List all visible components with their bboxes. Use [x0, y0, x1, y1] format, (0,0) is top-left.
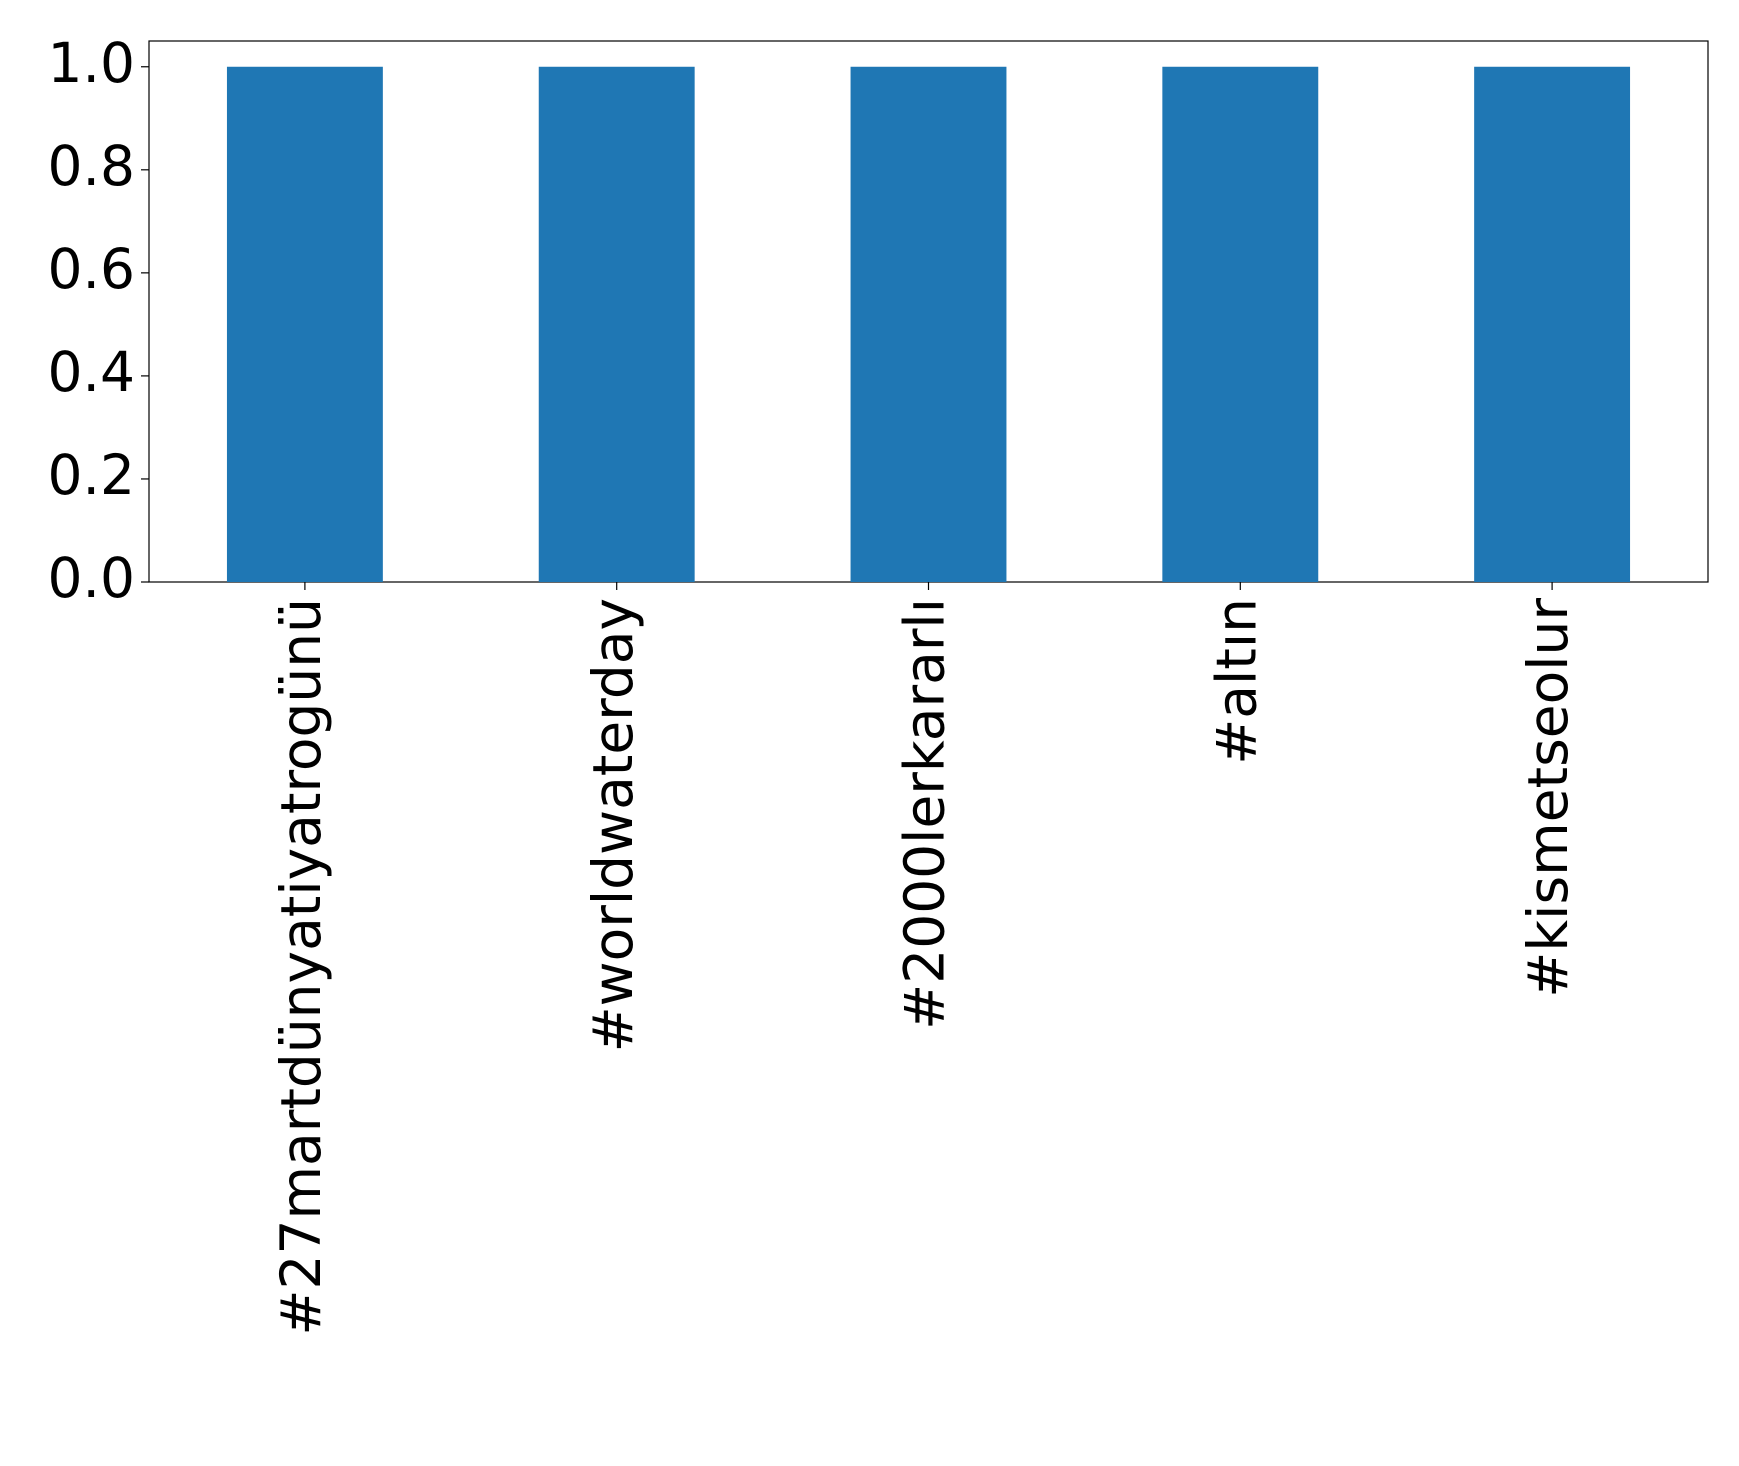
- x-tick-label: #altın: [1204, 598, 1268, 765]
- bar: [1162, 66, 1319, 582]
- y-tick-label: 0.4: [48, 340, 135, 404]
- y-tick-label: 0.0: [48, 546, 135, 610]
- y-tick-label: 1.0: [48, 31, 135, 95]
- x-tick-label: #kismetseolur: [1516, 598, 1580, 998]
- y-tick-label: 0.2: [48, 443, 135, 507]
- bar: [226, 66, 383, 582]
- x-tick-label: #27martdünyatiyatrogünü: [269, 598, 333, 1336]
- y-tick-label: 0.6: [48, 237, 135, 301]
- bar: [850, 66, 1007, 582]
- y-tick-label: 0.8: [48, 134, 135, 198]
- bar: [538, 66, 695, 582]
- bar: [1474, 66, 1631, 582]
- x-tick-label: #2000lerkararlı: [893, 598, 957, 1030]
- x-tick-label: #worldwaterday: [581, 598, 645, 1052]
